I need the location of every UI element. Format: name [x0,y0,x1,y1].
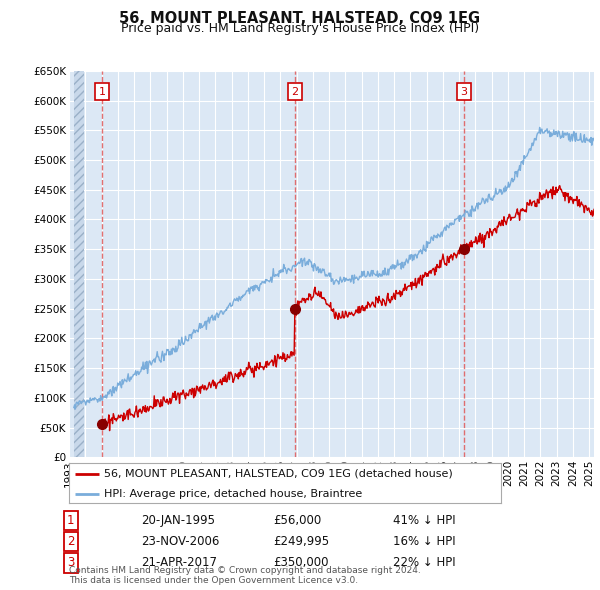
Text: £56,000: £56,000 [273,514,321,527]
Text: 22% ↓ HPI: 22% ↓ HPI [393,556,455,569]
Text: 20-JAN-1995: 20-JAN-1995 [141,514,215,527]
Text: 21-APR-2017: 21-APR-2017 [141,556,217,569]
Text: 16% ↓ HPI: 16% ↓ HPI [393,535,455,548]
Text: 2: 2 [67,535,74,548]
Text: 56, MOUNT PLEASANT, HALSTEAD, CO9 1EG (detached house): 56, MOUNT PLEASANT, HALSTEAD, CO9 1EG (d… [104,469,453,479]
Text: 23-NOV-2006: 23-NOV-2006 [141,535,220,548]
Text: 1: 1 [99,87,106,97]
Text: Price paid vs. HM Land Registry's House Price Index (HPI): Price paid vs. HM Land Registry's House … [121,22,479,35]
Text: 3: 3 [67,556,74,569]
Text: 41% ↓ HPI: 41% ↓ HPI [393,514,455,527]
Text: HPI: Average price, detached house, Braintree: HPI: Average price, detached house, Brai… [104,489,362,499]
Text: 56, MOUNT PLEASANT, HALSTEAD, CO9 1EG: 56, MOUNT PLEASANT, HALSTEAD, CO9 1EG [119,11,481,25]
Text: 2: 2 [292,87,298,97]
Text: £350,000: £350,000 [273,556,329,569]
Bar [74,71,85,457]
Text: £249,995: £249,995 [273,535,329,548]
Text: 3: 3 [460,87,467,97]
Text: Contains HM Land Registry data © Crown copyright and database right 2024.
This d: Contains HM Land Registry data © Crown c… [69,566,421,585]
Text: 1: 1 [67,514,74,527]
